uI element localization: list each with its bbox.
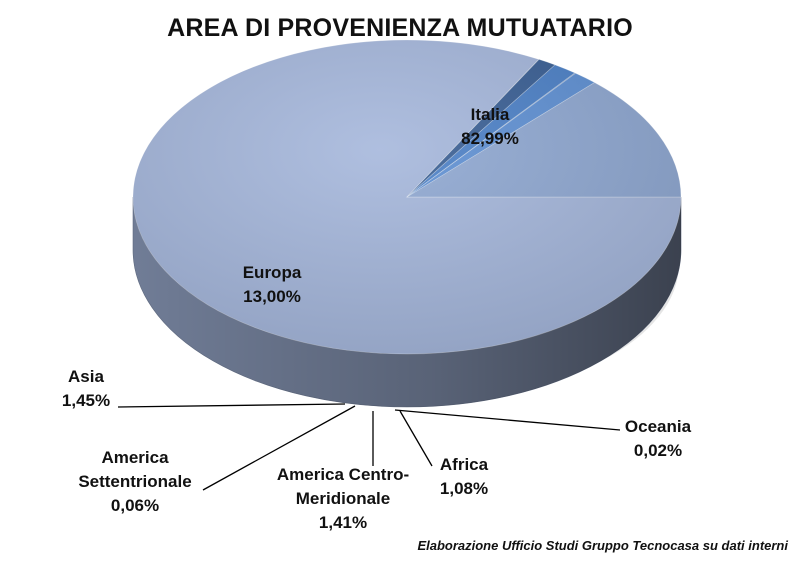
leader-line-asia (117, 403, 346, 408)
slice-value-africa: 1,08% (440, 479, 488, 498)
slice-label-oceania: Oceania (625, 417, 692, 436)
slice-value-asia: 1,45% (62, 391, 110, 410)
leader-line-america-settentrionale (202, 405, 356, 491)
slice-label-italia: Italia (471, 105, 510, 124)
slice-value-europa: 13,00% (243, 287, 301, 306)
slice-label-america-centro-meridionale: America Centro- (277, 465, 409, 484)
pie-labels: Italia 82,99% Oceania 0,02% Africa 1,08% Ameri… (62, 105, 692, 532)
pie-top (132, 39, 682, 355)
chart-title: AREA DI PROVENIENZA MUTUATARIO (167, 14, 633, 42)
leader-line-oceania (394, 409, 621, 431)
slice-value-italia: 82,99% (461, 129, 519, 148)
source-credit: Elaborazione Ufficio Studi Gruppo Tecnoc… (417, 538, 788, 553)
slice-label-europa: Europa (243, 263, 302, 282)
slice-label-america-settentrionale: America (101, 448, 169, 467)
slice-value-america-centro-meridionale: 1,41% (319, 513, 367, 532)
slice-value-america-settentrionale: 0,06% (111, 496, 159, 515)
slice-label-africa: Africa (440, 455, 489, 474)
leader-line-africa (399, 410, 433, 467)
slice-label-america-settentrionale: Settentrionale (78, 472, 191, 491)
slice-label-asia: Asia (68, 367, 104, 386)
slice-label-america-centro-meridionale: Meridionale (296, 489, 390, 508)
slice-value-oceania: 0,02% (634, 441, 682, 460)
